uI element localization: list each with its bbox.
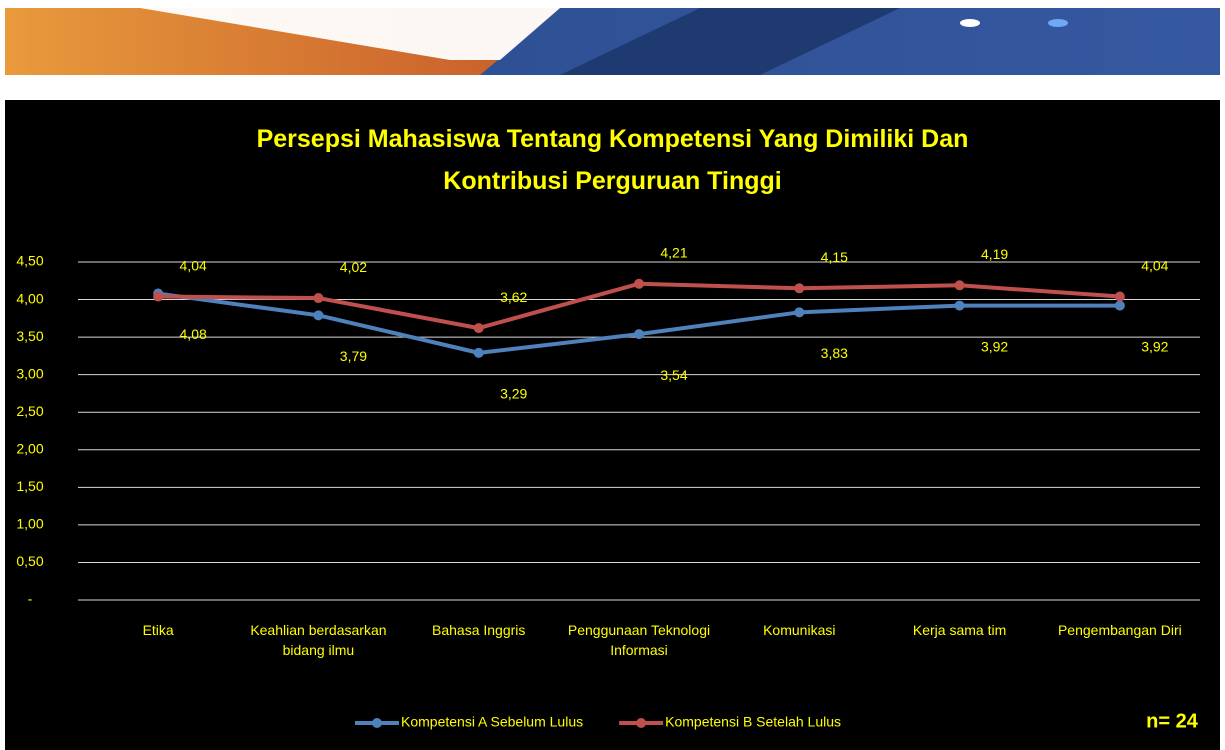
legend-marker bbox=[636, 718, 646, 728]
data-label: 3,79 bbox=[340, 348, 367, 364]
data-point bbox=[313, 293, 323, 303]
data-point bbox=[634, 329, 644, 339]
y-tick-label: 4,50 bbox=[16, 253, 43, 269]
page: n= 24 - 0,50 1,00 1,50 2,00 2,50 3,00 3,50 4,00 4… bbox=[0, 0, 1225, 750]
banner bbox=[5, 8, 1220, 75]
x-tick-label: Etika bbox=[73, 620, 243, 640]
y-tick-label: 2,50 bbox=[16, 403, 43, 419]
data-label: 3,92 bbox=[981, 338, 1008, 354]
legend-label: Kompetensi B Setelah Lulus bbox=[665, 714, 841, 730]
data-label: 3,29 bbox=[500, 386, 527, 402]
data-point bbox=[955, 280, 965, 290]
x-tick-label: Komunikasi bbox=[714, 620, 884, 640]
y-tick-label: 3,00 bbox=[16, 365, 43, 381]
data-point bbox=[153, 292, 163, 302]
data-label: 4,15 bbox=[821, 249, 848, 265]
note: n= 24 bbox=[1146, 710, 1199, 732]
data-point bbox=[313, 310, 323, 320]
data-label: 4,04 bbox=[1141, 257, 1168, 273]
data-label: 4,19 bbox=[981, 246, 1008, 262]
y-tick-label: 0,50 bbox=[16, 553, 43, 569]
data-point bbox=[474, 348, 484, 358]
legend-label: Kompetensi A Sebelum Lulus bbox=[401, 714, 583, 730]
data-point bbox=[955, 301, 965, 311]
data-point bbox=[1115, 292, 1125, 302]
data-point bbox=[794, 307, 804, 317]
y-tick-label: 3,50 bbox=[16, 328, 43, 344]
data-point bbox=[794, 283, 804, 293]
data-label: 4,02 bbox=[340, 259, 367, 275]
data-point bbox=[634, 279, 644, 289]
data-label: 4,21 bbox=[660, 244, 687, 260]
data-point bbox=[474, 323, 484, 333]
y-tick-label: 1,50 bbox=[16, 478, 43, 494]
x-tick-label: Keahlian berdasarkan bidang ilmu bbox=[233, 620, 403, 660]
data-label: 3,54 bbox=[660, 367, 687, 383]
y-tick-label: 4,00 bbox=[16, 290, 43, 306]
data-label: 3,62 bbox=[500, 289, 527, 305]
data-label: 3,92 bbox=[1141, 338, 1168, 354]
data-label: 3,83 bbox=[821, 345, 848, 361]
chart-title: Kontribusi Perguruan Tinggi bbox=[0, 162, 1225, 200]
chart-title: Persepsi Mahasiswa Tentang Kompetensi Ya… bbox=[0, 120, 1225, 158]
x-tick-label: Bahasa Inggris bbox=[394, 620, 564, 640]
data-point bbox=[1115, 301, 1125, 311]
x-tick-label: Penggunaan Teknologi Informasi bbox=[554, 620, 724, 660]
x-tick-label: Pengembangan Diri bbox=[1035, 620, 1205, 640]
x-tick-label: Kerja sama tim bbox=[875, 620, 1045, 640]
y-tick-label: 2,00 bbox=[16, 440, 43, 456]
y-tick-label: 1,00 bbox=[16, 516, 43, 532]
data-label: 4,08 bbox=[180, 326, 207, 342]
data-label: 4,04 bbox=[180, 257, 207, 273]
y-tick-label: - bbox=[28, 591, 33, 607]
legend-marker bbox=[372, 718, 382, 728]
